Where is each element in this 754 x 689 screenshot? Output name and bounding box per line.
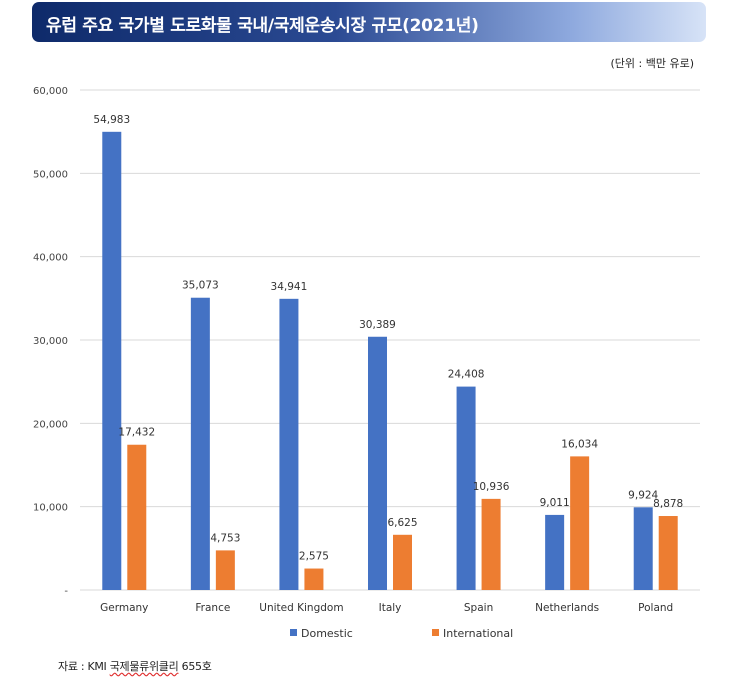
source-note: 자료 : KMI 국제물류위클리 655호	[58, 658, 212, 674]
y-tick-label: 50,000	[33, 169, 68, 180]
bar-domestic	[545, 514, 565, 590]
data-label-international: 10,936	[473, 481, 510, 493]
bar-domestic	[456, 386, 476, 590]
y-tick-label: 30,000	[33, 336, 68, 347]
x-tick-label: United Kingdom	[259, 602, 343, 614]
data-label-domestic: 35,073	[182, 280, 219, 292]
bar-international	[304, 568, 324, 590]
bar-domestic	[190, 297, 210, 590]
data-label-domestic: 9,924	[628, 489, 658, 501]
data-label-international: 17,432	[118, 427, 155, 439]
data-label-international: 2,575	[299, 551, 329, 563]
bar-domestic	[102, 131, 122, 590]
bar-international	[393, 534, 412, 590]
bar-international	[215, 550, 235, 590]
bar-domestic	[279, 298, 299, 590]
data-label-international: 4,753	[210, 532, 240, 544]
x-tick-label: France	[195, 602, 230, 614]
legend-label-international: International	[443, 627, 513, 640]
bar-international	[127, 444, 147, 590]
y-tick-label: 60,000	[33, 86, 68, 97]
bar-international	[481, 498, 501, 590]
data-label-domestic: 30,389	[359, 319, 396, 331]
y-tick-label: 40,000	[33, 253, 68, 264]
bar-international	[570, 456, 590, 590]
y-tick-label: -	[64, 586, 68, 597]
unit-note: (단위 : 백만 유로)	[610, 57, 695, 70]
source-publication: 국제물류위클리	[109, 660, 179, 673]
data-label-domestic: 54,983	[93, 114, 130, 126]
y-tick-label: 10,000	[33, 503, 68, 514]
legend-swatch-international	[432, 629, 439, 636]
bar-domestic	[633, 507, 653, 590]
data-label-international: 6,625	[387, 517, 417, 529]
x-tick-label: Germany	[100, 602, 148, 614]
data-label-domestic: 24,408	[448, 369, 485, 381]
y-tick-label: 20,000	[33, 419, 68, 430]
legend-swatch-domestic	[290, 629, 297, 636]
chart-title: 유럽 주요 국가별 도로화물 국내/국제운송시장 규모(2021년)	[46, 16, 479, 36]
data-label-international: 16,034	[561, 438, 598, 450]
data-label-domestic: 9,011	[540, 497, 570, 509]
legend-label-domestic: Domestic	[301, 627, 353, 640]
bar-international	[658, 516, 678, 590]
x-tick-label: Spain	[464, 602, 493, 614]
x-tick-label: Italy	[379, 602, 402, 614]
x-tick-label: Poland	[638, 602, 673, 614]
source-suffix: 655호	[178, 660, 212, 673]
source-prefix: 자료 : KMI	[58, 660, 110, 673]
bar-domestic	[368, 336, 387, 590]
title-banner: 유럽 주요 국가별 도로화물 국내/국제운송시장 규모(2021년)	[32, 2, 706, 42]
data-label-international: 8,878	[653, 498, 683, 510]
x-tick-label: Netherlands	[535, 602, 599, 614]
data-label-domestic: 34,941	[271, 281, 308, 293]
